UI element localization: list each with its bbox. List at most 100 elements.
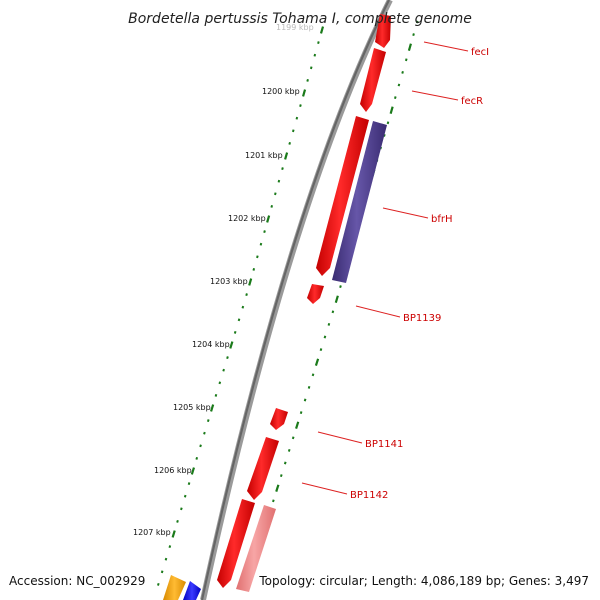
ruler-tick xyxy=(218,381,222,385)
gene-bp1140[interactable] xyxy=(270,408,288,430)
ruler-tick xyxy=(214,393,218,397)
ruler-tick xyxy=(252,267,256,271)
kbp-label-1204: 1204 kbp xyxy=(192,340,230,349)
ruler-tick xyxy=(199,444,202,448)
gene-labels: fecI fecR bfrH BP1139 BP1141 BP1142 xyxy=(350,47,489,501)
kbp-label-1205: 1205 kbp xyxy=(173,403,211,412)
ruler-tick xyxy=(281,167,284,171)
ruler-tick xyxy=(266,215,271,223)
ruler-tick xyxy=(190,467,196,475)
gene-feci[interactable] xyxy=(375,14,391,48)
gene-label-leaders xyxy=(301,41,469,495)
ring-tick xyxy=(407,43,412,51)
ring-tick xyxy=(303,398,307,402)
ring-tick xyxy=(323,335,327,339)
ruler-tick xyxy=(274,192,277,196)
gene-features xyxy=(163,14,391,600)
kbp-label-1202: 1202 kbp xyxy=(228,214,266,223)
gene-label-bp1142[interactable]: BP1142 xyxy=(350,490,388,501)
ruler-tick xyxy=(241,305,245,309)
ruler-tick xyxy=(206,419,210,423)
ring-tick xyxy=(331,310,335,314)
gene-label-fecr[interactable]: fecR xyxy=(461,96,483,107)
gene-bp1139[interactable] xyxy=(307,284,324,304)
ruler-tick xyxy=(226,356,229,360)
ruler-tick xyxy=(291,129,295,133)
gene-blue-feature[interactable] xyxy=(183,581,201,600)
ruler-tick xyxy=(295,116,299,120)
ruler-tick xyxy=(317,41,320,45)
ruler-tick xyxy=(237,318,241,322)
ruler-tick xyxy=(176,519,179,523)
ruler-tick xyxy=(245,293,248,297)
ring-tick xyxy=(339,285,342,289)
ruler-tick xyxy=(157,582,160,586)
ring-tick xyxy=(401,70,404,74)
ring-tick xyxy=(279,474,283,478)
ring-tick xyxy=(334,295,339,303)
ruler-tick xyxy=(203,431,206,435)
genome-backbone-highlight xyxy=(200,0,390,600)
kbp-scale-labels: 1199 kbp 1200 kbp 1201 kbp 1202 kbp 1203… xyxy=(133,23,314,537)
map-title: Bordetella pertussis Tohama I, complete … xyxy=(128,11,472,27)
gene-label-bp1139[interactable]: BP1139 xyxy=(403,313,441,324)
ring-tick xyxy=(397,83,401,87)
ruler-tick xyxy=(187,482,191,486)
ruler-tick xyxy=(164,557,168,561)
ring-tick xyxy=(383,133,386,137)
ruler-tick xyxy=(229,341,234,349)
kbp-label-1206: 1206 kbp xyxy=(154,466,192,475)
ring-tick xyxy=(412,33,415,37)
ruler-tick xyxy=(288,141,291,145)
kbp-label-1200: 1200 kbp xyxy=(262,87,300,96)
ring-tick xyxy=(299,411,303,415)
ruler-tick xyxy=(171,530,176,538)
ring-tick xyxy=(319,348,323,352)
kbp-label-1203: 1203 kbp xyxy=(210,277,248,286)
ring-tick xyxy=(327,322,331,326)
gene-label-bfrh[interactable]: bfrH xyxy=(431,214,453,225)
ruler-tick xyxy=(319,26,325,34)
ruler-tick xyxy=(256,255,259,259)
ruler-tick xyxy=(168,545,172,549)
gene-label-feci[interactable]: fecI xyxy=(471,47,489,58)
ring-tick xyxy=(404,58,408,62)
gene-label-bp1141[interactable]: BP1141 xyxy=(365,439,403,450)
ruler-tick xyxy=(222,368,225,372)
ruler-tick xyxy=(302,89,307,97)
ruler-tick xyxy=(299,104,302,108)
ruler-tick xyxy=(195,456,199,460)
kbp-scale-ruler xyxy=(157,26,325,586)
gene-fecr[interactable] xyxy=(360,48,386,112)
gene-bfrh[interactable] xyxy=(332,121,387,283)
kbp-label-1201: 1201 kbp xyxy=(245,151,283,160)
genome-summary-text: Topology: circular; Length: 4,086,189 bp… xyxy=(259,574,589,588)
ruler-tick xyxy=(210,404,215,412)
gene-bp1143[interactable] xyxy=(236,505,276,592)
ruler-tick xyxy=(309,66,313,70)
ring-tick xyxy=(314,358,320,366)
ruler-tick xyxy=(270,204,274,208)
ruler-tick xyxy=(180,507,183,511)
ring-tick xyxy=(415,20,419,24)
ring-tick xyxy=(287,448,291,452)
gene-bp1142[interactable] xyxy=(217,499,255,588)
gene-bp1141[interactable] xyxy=(247,437,279,500)
kbp-label-1207: 1207 kbp xyxy=(133,528,171,537)
gene-bp1137[interactable] xyxy=(316,116,369,276)
ruler-tick xyxy=(313,53,317,57)
ruler-tick xyxy=(284,152,289,160)
ruler-tick xyxy=(277,179,281,183)
right-tick-ring xyxy=(244,20,419,591)
ring-tick xyxy=(389,106,394,114)
ruler-tick xyxy=(233,330,237,334)
ring-tick xyxy=(283,461,287,465)
gene-orange-feature[interactable] xyxy=(163,575,186,600)
ring-tick xyxy=(272,499,275,503)
ruler-tick xyxy=(183,494,187,498)
ruler-tick xyxy=(263,230,266,234)
ring-tick xyxy=(275,484,280,492)
kbp-label-1199: 1199 kbp xyxy=(276,23,314,32)
